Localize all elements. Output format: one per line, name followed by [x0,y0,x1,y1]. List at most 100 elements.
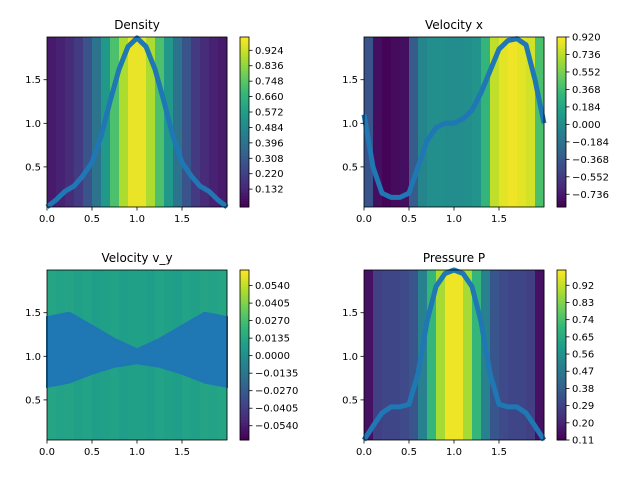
colorbar-slice [240,204,249,208]
colorbar-slice [240,124,249,129]
colorbar-slice [557,147,566,151]
x-tick-label: 1.5 [491,214,507,225]
x-tick-label: 0.5 [401,214,417,225]
x-tick-label: 1.5 [491,447,507,458]
heatmap-cell [146,37,156,207]
colorbar-slice [557,374,566,379]
colorbar-slice [240,42,249,46]
colorbar-slice [240,428,249,432]
colorbar-slice [557,82,566,86]
colorbar-tick-label: 0.924 [255,46,284,57]
colorbar-tick-label: −0.0135 [255,369,298,380]
colorbar-slice [557,90,566,95]
heatmap-cell [56,37,66,207]
colorbar-slice [240,306,249,311]
x-tick-label: 1.0 [446,447,462,458]
colorbar-slice [557,170,566,174]
x-tick-label: 1.0 [129,214,145,225]
x-tick-label: 1.5 [174,447,190,458]
colorbar-tick-label: 0.748 [255,77,284,88]
colorbar-slice [240,411,249,415]
colorbar-slice [557,190,566,194]
colorbar-slice [240,340,249,345]
colorbar-slice [557,173,566,177]
colorbar-tick-label: −0.368 [572,155,609,166]
colorbar-slice [240,110,249,114]
colorbar-tick-label: 0.0405 [255,299,290,310]
heatmap-cell [400,270,410,440]
heatmap-cell [74,37,84,207]
colorbar-slice [240,315,249,319]
colorbar-slice [557,93,566,97]
colorbar-slice [240,105,249,109]
colorbar-slice [557,343,566,347]
colorbar-slice [557,391,566,396]
colorbar-tick-label: 0.65 [572,332,594,343]
heatmap-cell [517,37,527,207]
colorbar-slice [240,79,249,83]
heatmap-cell [128,37,138,207]
colorbar-slice [557,372,566,376]
profile-line [361,36,547,200]
colorbar-slice [240,39,249,44]
colorbar-slice [557,360,566,364]
colorbar-slice [557,270,566,274]
colorbar-slice [240,71,249,75]
colorbar-slice [557,79,566,83]
colorbar-slice [240,85,249,89]
colorbar-slice [557,403,566,407]
colorbar-slice [557,349,566,353]
heatmap-cell [535,37,545,207]
colorbar-slice [557,397,566,401]
colorbar-slice [557,42,566,46]
colorbar-tick-label: 0.220 [255,169,284,180]
colorbar-slice [557,54,566,58]
chart-title: Velocity v_y [101,251,172,265]
colorbar-slice [557,414,566,418]
chart-title: Velocity x [425,18,483,32]
colorbar-slice [240,65,249,69]
colorbar-frame [239,269,250,441]
heatmap-cell [517,270,527,440]
colorbar-slice [240,423,249,427]
colorbar-tick-label: 0.484 [255,123,284,134]
colorbar-slice [557,332,566,336]
y-tick-label: 0.5 [25,395,41,406]
colorbar-slice [240,434,249,438]
colorbar-slice [240,338,249,342]
colorbar-tick-label: 0.29 [572,401,594,412]
colorbar-slice [557,161,566,165]
colorbar-slice [557,113,566,117]
colorbar-slice [557,71,566,75]
heatmap-cell [382,37,392,207]
colorbar-slice [240,332,249,336]
colorbar-tick-label: 0.83 [572,298,594,309]
colorbar-slice [557,144,566,148]
colorbar-slice [557,39,566,44]
colorbar-slice [240,287,249,291]
colorbar-tick-label: 0.92 [572,281,594,292]
colorbar-slice [240,295,249,299]
colorbar-slice [557,187,566,191]
heatmap-cell [409,37,419,207]
colorbar-slice [240,380,249,384]
y-tick-label: 1.5 [25,308,41,319]
colorbar-slice [240,363,249,367]
colorbar-slice [557,153,566,157]
colorbar-slice [240,113,249,117]
colorbar-slice [240,88,249,92]
colorbar-slice [557,175,566,180]
colorbar-slice [240,198,249,202]
colorbar-slice [240,360,249,364]
x-tick-label: 0.5 [401,447,417,458]
colorbar-slice [557,130,566,134]
colorbar-slice [240,153,249,157]
heatmap-cell [436,270,446,440]
colorbar-slice [240,323,249,328]
y-tick-label: 1.5 [342,75,358,86]
colorbar-slice [557,156,566,160]
colorbar-slice [240,292,249,296]
colorbar-slice [240,56,249,61]
heatmap-cell [218,37,228,207]
colorbar-slice [240,190,249,194]
